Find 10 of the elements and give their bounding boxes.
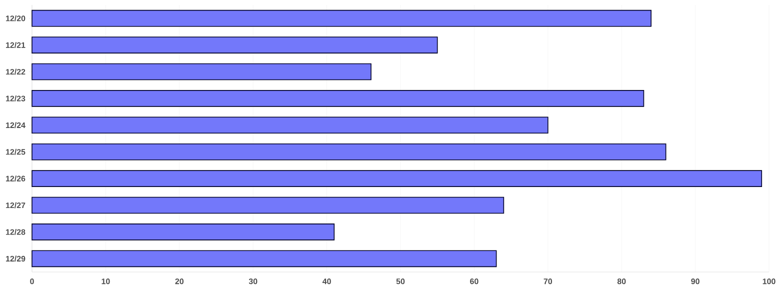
bar — [32, 196, 504, 214]
bar — [32, 10, 652, 27]
bar — [32, 63, 372, 80]
bar — [32, 224, 335, 240]
bar — [32, 116, 548, 134]
bar — [32, 250, 497, 268]
bar — [32, 36, 438, 54]
bar — [32, 90, 644, 107]
bar — [32, 143, 666, 160]
bar — [32, 170, 762, 187]
